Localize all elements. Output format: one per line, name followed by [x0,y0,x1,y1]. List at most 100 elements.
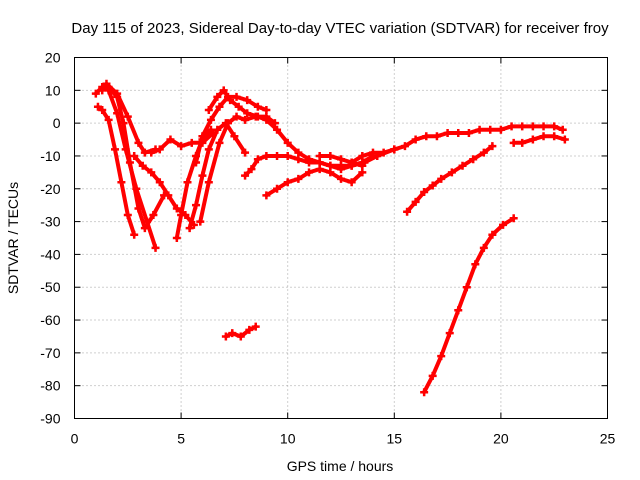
data-point [294,174,303,183]
data-point [164,191,173,200]
data-point [177,211,186,220]
chart-title: Day 115 of 2023, Sidereal Day-to-day VTE… [71,20,609,37]
data-point [262,191,271,200]
y-tick-label: -80 [40,378,60,394]
data-point [198,132,207,141]
data-point [454,128,463,137]
data-point [403,207,412,216]
data-point [358,161,367,170]
series-line [405,144,495,214]
series-line [206,88,397,172]
data-point [479,148,488,157]
y-tick-label: -10 [40,148,60,164]
data-point [130,151,139,160]
data-point [432,132,441,141]
series-arc-1 [93,102,139,239]
x-tick-label: 5 [177,431,185,447]
series-arc-18 [420,214,518,397]
data-series-layer [91,79,569,397]
data-point [305,158,314,167]
data-point [185,224,194,233]
data-point [337,155,345,164]
data-point [273,125,282,134]
data-point [134,204,143,213]
data-point [125,158,134,167]
series-arc-19 [509,132,569,147]
data-point [273,184,282,193]
data-point [172,204,181,213]
data-point [166,135,175,144]
axis-ticks: 0 5 10 15 20 25 20 10 0 -10 -20 -30 -40 -50 -60 -70 -80 -… [40,50,615,447]
series-line [106,85,166,231]
x-tick-label: 0 [71,431,79,447]
data-point [241,115,250,124]
data-point [117,178,126,187]
x-tick-label: 10 [280,431,296,447]
data-point [496,125,505,134]
x-tick-label: 25 [600,431,616,447]
data-point [437,352,446,361]
data-point [326,151,335,160]
data-point [390,145,399,154]
data-point [253,155,262,164]
data-point [232,92,241,101]
y-tick-label: -40 [40,246,60,262]
data-point [134,138,143,147]
data-point [428,181,437,190]
data-point [507,122,516,131]
data-point [198,171,207,180]
data-point [315,151,324,160]
data-point [509,214,518,223]
data-point [428,371,437,380]
data-point [111,145,120,154]
data-point [172,234,181,242]
data-point [204,106,213,115]
data-point [479,243,488,252]
y-axis-label: SDTVAR / TECUs [5,182,21,294]
data-point [488,230,497,239]
data-point [123,211,132,220]
data-point [326,168,335,177]
data-point [113,92,122,101]
data-point [471,260,480,269]
data-point [123,112,132,121]
series-arc-17 [403,142,497,216]
data-point [262,115,271,124]
data-point [130,230,139,239]
data-point [488,142,497,151]
series-arc-16 [347,122,567,167]
data-point [411,135,420,144]
data-point [236,332,245,341]
data-point [224,119,233,128]
data-point [226,96,235,105]
data-point [204,145,213,154]
data-point [192,158,201,167]
data-point [206,115,215,124]
data-point [241,148,250,157]
data-point [283,138,292,147]
data-point [251,322,260,331]
y-tick-label: -60 [40,312,60,328]
x-tick-label: 15 [387,431,403,447]
data-point [509,138,518,147]
data-point [215,102,224,111]
data-point [347,158,356,167]
data-point [447,168,456,177]
data-point [437,174,446,183]
y-tick-label: -90 [40,411,60,427]
y-tick-label: -70 [40,345,60,361]
data-point [458,161,467,170]
data-point [420,388,429,397]
data-point [98,106,107,115]
data-point [177,142,186,151]
data-point [155,145,164,154]
data-point [262,151,271,160]
series-arc-8 [185,119,250,233]
x-axis-label: GPS time / hours [287,458,394,474]
data-point [93,102,102,111]
data-point [469,155,478,164]
data-point [183,178,192,187]
plot-frame [74,57,608,419]
data-point [528,122,537,131]
